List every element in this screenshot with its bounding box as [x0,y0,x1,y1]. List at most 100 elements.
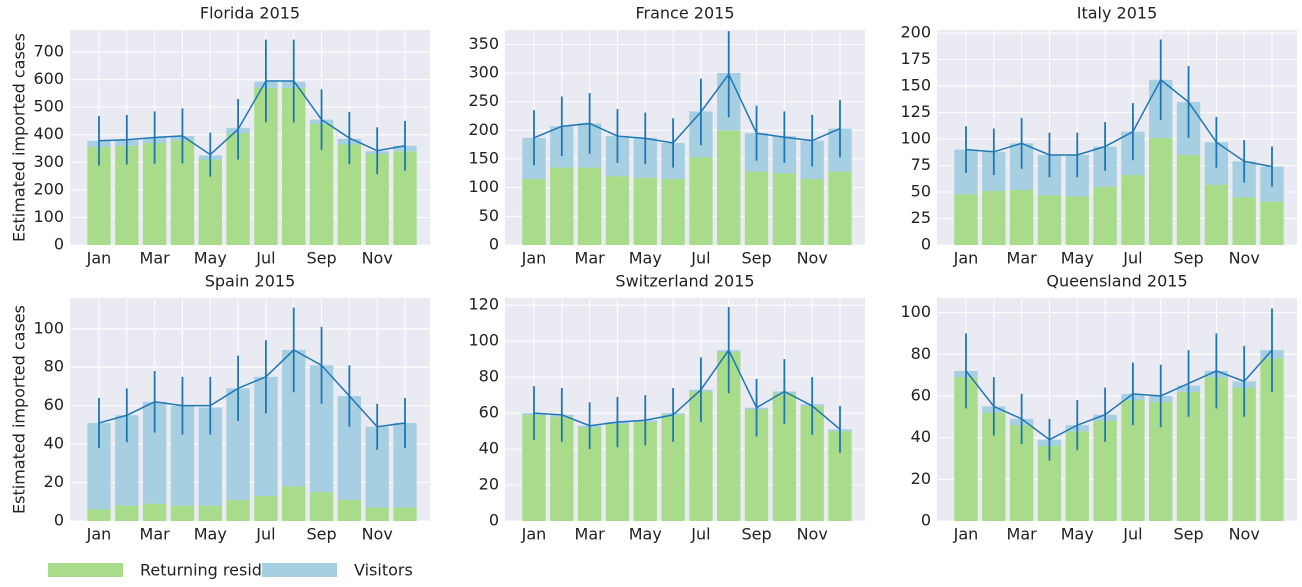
x-tick-label: Nov [797,525,828,544]
x-tick-label: Jan [953,525,979,544]
bar [337,144,362,245]
bar [282,349,306,487]
y-tick-label: 200 [468,120,499,139]
bar [1260,201,1284,245]
y-tick-label: 100 [468,177,499,196]
y-tick-label: 100 [468,331,499,350]
bar [1204,184,1229,245]
bar [661,414,685,521]
legend-swatch [48,563,123,577]
bar [954,194,978,245]
bar [365,154,389,245]
x-tick-label: Sep [741,525,771,544]
y-tick-label: 80 [911,344,931,363]
y-tick-label: 400 [33,124,64,143]
bar [254,376,278,497]
y-tick-label: 175 [900,49,931,68]
bar [115,145,139,245]
x-tick-label: May [629,525,662,544]
bar [87,509,111,521]
x-tick-label: Jan [953,249,979,268]
y-tick-label: 40 [479,439,499,458]
chart-title: France 2015 [635,4,734,23]
x-tick-label: Sep [741,249,771,268]
y-tick-label: 300 [468,63,499,82]
subplot: 0 50 100 150 200 250 300 350 Jan Mar May Jul Sep Nov F… [468,4,865,268]
bar [800,179,824,245]
x-tick-label: May [194,249,227,268]
y-tick-label: 50 [911,182,931,201]
x-tick-label: Mar [575,249,606,268]
x-tick-label: Jan [86,249,112,268]
y-tick-label: 100 [900,302,931,321]
bar [198,407,222,506]
bar [1093,186,1117,245]
bar [282,87,306,245]
bar [1065,431,1089,521]
bar [1009,425,1034,521]
bar [689,157,713,245]
x-tick-label: Jul [1122,249,1142,268]
bar [633,422,657,521]
bar [605,176,630,245]
bar [1121,400,1145,521]
y-tick-label: 20 [911,469,931,488]
x-tick-label: Nov [1229,249,1260,268]
subplot: 0 20 40 60 80 100 120 Jan Mar May Jul Sep Nov Switzer… [468,272,865,544]
x-tick-label: Jan [521,249,547,268]
bar [198,159,222,245]
bar [337,499,362,521]
bar [282,486,306,521]
y-tick-label: 25 [911,208,931,227]
bar [689,391,713,521]
y-tick-label: 150 [900,76,931,95]
bar [309,123,334,245]
y-tick-label: 200 [33,179,64,198]
bar [1149,138,1173,245]
bar [198,505,222,521]
subplot: 0 20 40 60 80 100 Jan Mar May Jul Sep Nov Spain 2015… [10,272,430,544]
bar [1176,391,1201,521]
bar [828,431,852,521]
x-tick-label: May [629,249,662,268]
bar [1204,377,1229,521]
bar [170,140,195,245]
bar [309,365,334,493]
bar [772,393,797,521]
y-tick-label: 0 [54,235,64,254]
bar [115,415,139,506]
y-tick-label: 80 [479,367,499,386]
x-tick-label: Jul [255,525,275,544]
y-tick-label: 50 [479,206,499,225]
y-tick-label: 300 [33,152,64,171]
y-tick-label: 0 [921,235,931,254]
bar [254,496,278,521]
bar [522,414,546,521]
x-tick-label: May [194,525,227,544]
bar [254,87,278,245]
y-tick-label: 60 [479,403,499,422]
y-axis-label: Estimated imported cases [10,305,29,514]
y-tick-label: 100 [33,318,64,337]
bar [170,405,195,506]
bar [1260,358,1284,521]
x-tick-label: May [1061,249,1094,268]
bar [87,422,111,510]
bar [772,173,797,245]
bar [982,412,1006,521]
legend-label: Visitors [354,561,413,580]
bar [142,143,167,245]
y-tick-label: 350 [468,34,499,53]
y-tick-label: 20 [44,472,64,491]
x-tick-label: Sep [306,249,336,268]
y-tick-label: 80 [44,357,64,376]
y-tick-label: 150 [468,149,499,168]
bar [393,422,417,508]
chart-title: Queensland 2015 [1046,272,1187,291]
bar [1009,189,1034,245]
bar [142,503,167,521]
bar [365,507,389,521]
x-tick-label: Jan [521,525,547,544]
subplot: 0 100 200 300 400 500 600 700 Jan Mar May Jul Sep Nov… [10,4,430,268]
legend-label: Returning residents [140,561,297,580]
